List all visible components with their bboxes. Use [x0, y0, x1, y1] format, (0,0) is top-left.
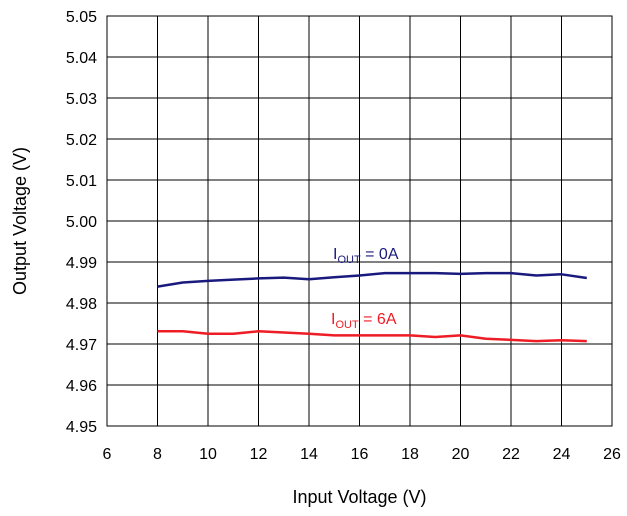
x-tick-label: 22 [502, 446, 520, 463]
y-tick-labels: 4.95 4.96 4.97 4.98 4.99 5.00 5.01 5.02 5.03 5.04… [66, 9, 97, 436]
x-tick-label: 12 [250, 446, 268, 463]
y-tick-label: 4.98 [66, 296, 97, 313]
plot-frame [106, 15, 613, 427]
x-tick-label: 16 [351, 446, 369, 463]
y-tick-label: 5.03 [66, 91, 97, 108]
x-tick-label: 18 [401, 446, 419, 463]
x-axis-label: Input Voltage (V) [292, 487, 426, 507]
series-label-subscript: OUT [337, 254, 361, 266]
series-label-tail: = 0A [361, 246, 399, 263]
y-tick-label: 4.99 [66, 255, 97, 272]
y-tick-label: 5.01 [66, 173, 97, 190]
y-axis-label: Output Voltage (V) [10, 147, 30, 295]
x-tick-label: 26 [603, 446, 621, 463]
series-line-0 [157, 271, 587, 288]
y-tick-label: 4.95 [66, 419, 97, 436]
x-tick-label: 6 [103, 446, 112, 463]
series-label-iout-6a: IOUT = 6A [331, 311, 397, 331]
x-tick-label: 24 [553, 446, 571, 463]
x-tick-label: 10 [199, 446, 217, 463]
gridlines [107, 16, 612, 426]
x-tick-label: 20 [452, 446, 470, 463]
y-tick-label: 5.04 [66, 50, 97, 67]
y-tick-label: 5.02 [66, 132, 97, 149]
series-label-tail: = 6A [359, 311, 397, 328]
x-tick-labels: 6 8 10 12 14 16 18 20 22 24 26 [103, 446, 621, 463]
series-label-main: I [333, 246, 337, 263]
y-tick-label: 4.97 [66, 337, 97, 354]
y-tick-label: 5.05 [66, 9, 97, 26]
series-lines [157, 271, 587, 343]
series-label-main: I [331, 311, 335, 328]
series-label-iout-0a: IOUT = 0A [333, 246, 399, 266]
series-line-1 [157, 330, 587, 343]
y-tick-label: 4.96 [66, 378, 97, 395]
series-label-subscript: OUT [335, 319, 359, 331]
y-tick-label: 5.00 [66, 214, 97, 231]
x-tick-label: 14 [300, 446, 318, 463]
x-tick-label: 8 [153, 446, 162, 463]
